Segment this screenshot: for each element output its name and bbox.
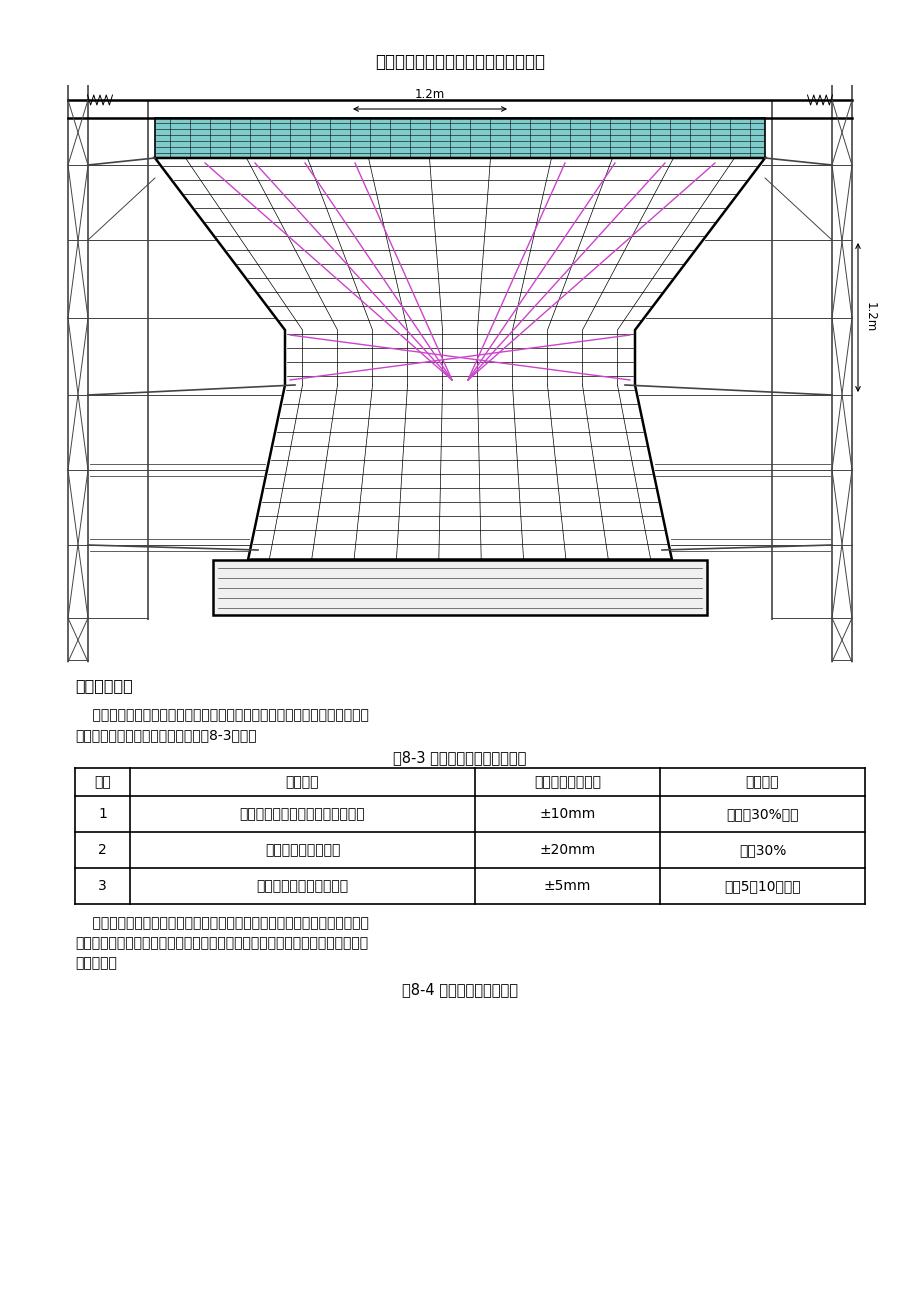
Text: 1: 1 (98, 807, 107, 822)
Polygon shape (154, 158, 765, 560)
Text: 箍筋、螺栓筋各部分尺寸: 箍筋、螺栓筋各部分尺寸 (256, 879, 348, 893)
Text: 项次: 项次 (94, 775, 111, 789)
Text: ±5mm: ±5mm (543, 879, 591, 893)
Text: 四、钢筋工程: 四、钢筋工程 (75, 678, 132, 693)
Text: 表8-3 墩身钢筋安装允许偏差表: 表8-3 墩身钢筋安装允许偏差表 (393, 750, 526, 766)
Text: 检查5～10个间距: 检查5～10个间距 (723, 879, 800, 893)
Text: 或焊接的钢筋网和钢筋骨架不得有变形、松脱现象，钢筋位置的偏差不得超过下: 或焊接的钢筋网和钢筋骨架不得有变形、松脱现象，钢筋位置的偏差不得超过下 (75, 936, 368, 950)
Text: ±10mm: ±10mm (539, 807, 595, 822)
Text: 弯起钢筋各部分尺寸: 弯起钢筋各部分尺寸 (265, 842, 340, 857)
Text: 抽查30%: 抽查30% (738, 842, 786, 857)
Text: 检查项目: 检查项目 (286, 775, 319, 789)
Text: 3: 3 (98, 879, 107, 893)
Text: 检查方法: 检查方法 (745, 775, 778, 789)
Text: 表8-4 钢筋位置允许偏差表: 表8-4 钢筋位置允许偏差表 (402, 982, 517, 997)
Text: 1.2m: 1.2m (414, 89, 445, 102)
Text: 管脚手架搭设。钢筋质量应符合下表8-3规定：: 管脚手架搭设。钢筋质量应符合下表8-3规定： (75, 728, 256, 742)
Text: 1.2m: 1.2m (863, 302, 876, 332)
Text: 墩柱施工钢管支架操作平台搭设布置图: 墩柱施工钢管支架操作平台搭设布置图 (375, 53, 544, 72)
FancyBboxPatch shape (154, 118, 765, 158)
Text: 表规定值。: 表规定值。 (75, 956, 117, 970)
Text: 钢筋在钢筋棚集中加工制作，现场焊接、绑扎。钢筋绑扎的支架平台采用钢: 钢筋在钢筋棚集中加工制作，现场焊接、绑扎。钢筋绑扎的支架平台采用钢 (75, 708, 369, 723)
Text: 受力钢筋顺长度方向加工后的全长: 受力钢筋顺长度方向加工后的全长 (240, 807, 365, 822)
Text: 结构主筋接头采用闪光对焊连接，主筋与箍筋之间采用扎丝进行绑扎。绑扎: 结构主筋接头采用闪光对焊连接，主筋与箍筋之间采用扎丝进行绑扎。绑扎 (75, 917, 369, 930)
Text: 总数的30%抽查: 总数的30%抽查 (725, 807, 798, 822)
Text: 2: 2 (98, 842, 107, 857)
Text: ±20mm: ±20mm (539, 842, 595, 857)
FancyBboxPatch shape (213, 560, 706, 615)
Text: 规定值或允许偏差: 规定值或允许偏差 (533, 775, 600, 789)
